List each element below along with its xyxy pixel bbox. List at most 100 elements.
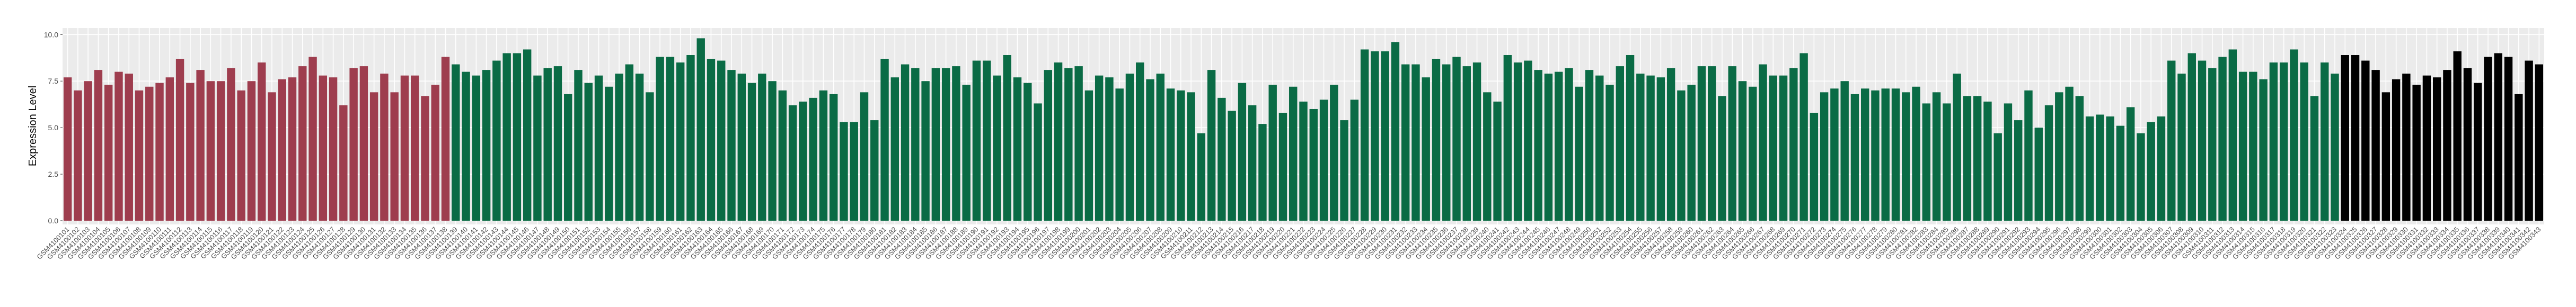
bar xyxy=(1513,62,1522,221)
bar xyxy=(1666,68,1675,221)
bar xyxy=(1902,92,1910,221)
bar xyxy=(452,64,460,221)
bar xyxy=(1319,100,1328,221)
bar xyxy=(1687,85,1696,221)
bar xyxy=(890,77,899,221)
bar xyxy=(1943,103,1951,221)
bar xyxy=(1136,62,1144,221)
bar xyxy=(308,57,317,221)
bar xyxy=(1973,96,1982,221)
bar xyxy=(819,90,828,221)
bar xyxy=(2463,68,2472,221)
bar xyxy=(1452,57,1461,221)
bar xyxy=(1034,103,1042,221)
bar xyxy=(829,94,838,221)
bar xyxy=(1228,111,1236,221)
bar xyxy=(676,62,685,221)
bar xyxy=(983,60,991,221)
bar xyxy=(1554,71,1563,221)
bar xyxy=(1115,88,1124,221)
bar xyxy=(768,81,777,221)
bar xyxy=(952,66,960,221)
bar xyxy=(594,75,603,221)
bar xyxy=(707,59,716,221)
bar xyxy=(2014,120,2023,221)
bar xyxy=(1156,74,1165,221)
bar xyxy=(1993,133,2002,221)
bar xyxy=(1738,81,1747,221)
bar xyxy=(472,75,481,221)
bar xyxy=(216,81,225,221)
bar xyxy=(145,86,154,221)
bar xyxy=(441,57,450,221)
bar xyxy=(2361,60,2370,221)
bar xyxy=(369,92,378,221)
bar xyxy=(359,66,368,221)
bar xyxy=(2096,114,2104,221)
bar xyxy=(788,105,797,221)
bar xyxy=(2034,128,2043,221)
bar xyxy=(298,66,307,221)
bar xyxy=(2341,55,2349,221)
bar xyxy=(553,66,562,221)
bar xyxy=(227,68,235,221)
bar xyxy=(2392,79,2401,221)
bar xyxy=(1024,83,1032,221)
bar xyxy=(1932,92,1941,221)
bar xyxy=(1922,103,1931,221)
bar xyxy=(666,57,675,221)
bar xyxy=(2474,83,2482,221)
bar xyxy=(1003,55,1011,221)
bar xyxy=(2218,57,2227,221)
bar xyxy=(319,75,328,221)
bar xyxy=(778,90,787,221)
bar xyxy=(646,92,654,221)
bar xyxy=(727,70,736,221)
bar xyxy=(2238,71,2247,221)
bar xyxy=(2198,60,2207,221)
bar xyxy=(2351,55,2360,221)
bar xyxy=(2290,49,2298,221)
bar xyxy=(605,86,613,221)
bar xyxy=(165,77,174,221)
bar xyxy=(1105,77,1114,221)
bar xyxy=(1524,60,1532,221)
y-tick-label: 5.0 xyxy=(48,123,59,132)
bar xyxy=(2137,133,2145,221)
bar xyxy=(411,75,419,221)
bar xyxy=(1697,66,1706,221)
bar xyxy=(2157,116,2166,221)
bar xyxy=(196,70,205,221)
bar xyxy=(1646,75,1655,221)
bar xyxy=(1595,75,1604,221)
bar xyxy=(502,53,511,221)
bar xyxy=(1248,105,1257,221)
bar xyxy=(901,64,910,221)
bar xyxy=(2065,86,2074,221)
bar xyxy=(1238,83,1247,221)
bar xyxy=(615,74,623,221)
bar xyxy=(2259,79,2268,221)
bar xyxy=(1146,79,1154,221)
bar xyxy=(1350,100,1359,221)
bar xyxy=(1258,124,1267,221)
bar xyxy=(1268,85,1277,221)
bar xyxy=(2371,70,2380,221)
bar xyxy=(1330,85,1338,221)
bar xyxy=(931,68,940,221)
bar xyxy=(809,97,817,221)
bar xyxy=(2116,125,2125,221)
bar xyxy=(1054,62,1063,221)
bar xyxy=(1360,49,1369,221)
bar xyxy=(2269,62,2278,221)
bar xyxy=(2453,51,2462,221)
bar xyxy=(972,60,981,221)
bar xyxy=(1779,75,1788,221)
bar xyxy=(2024,90,2033,221)
bar xyxy=(1810,113,1819,221)
bar xyxy=(1605,85,1614,221)
bar xyxy=(574,70,583,221)
bar xyxy=(1728,66,1736,221)
bar xyxy=(2208,68,2217,221)
bar xyxy=(880,59,889,221)
